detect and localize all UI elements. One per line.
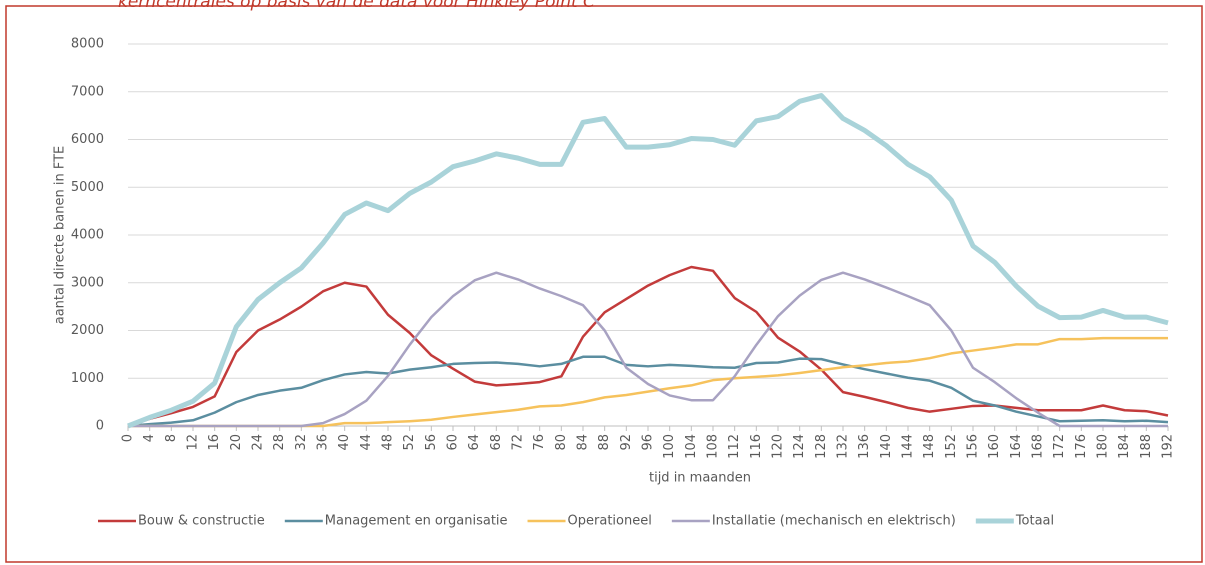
y-tick-label: 8000 (71, 37, 104, 52)
y-tick-label: 7000 (71, 84, 104, 99)
x-tick-label: 80 (554, 434, 569, 451)
y-tick-label: 6000 (71, 132, 104, 147)
x-tick-label: 132 (836, 434, 851, 459)
x-tick-label: 60 (446, 434, 461, 451)
x-tick-label: 64 (467, 434, 482, 451)
x-tick-label: 104 (684, 434, 699, 459)
x-tick-label: 92 (619, 434, 634, 451)
x-tick-label: 96 (641, 434, 656, 451)
x-tick-label: 156 (966, 434, 981, 459)
x-tick-label: 120 (771, 434, 786, 459)
x-tick-label: 128 (814, 434, 829, 459)
y-tick-label: 0 (96, 419, 104, 434)
x-tick-label: 172 (1052, 434, 1067, 459)
x-tick-label: 168 (1031, 434, 1046, 459)
x-tick-label: 148 (922, 434, 937, 459)
x-tick-label: 4 (142, 434, 157, 442)
x-tick-label: 136 (857, 434, 872, 459)
x-tick-label: 176 (1074, 434, 1089, 459)
x-tick-label: 88 (597, 434, 612, 451)
x-tick-label: 152 (944, 434, 959, 459)
series-line (128, 271, 1168, 428)
legend-label: Operationeel (568, 514, 652, 529)
x-tick-label: 108 (706, 434, 721, 459)
frame (5, 5, 1203, 563)
x-tick-label: 76 (532, 434, 547, 451)
x-tick-label: 16 (207, 434, 222, 451)
legend-label: Bouw & constructie (138, 514, 265, 529)
y-axis-label: aantal directe banen in FTE (53, 146, 68, 325)
y-tick-label: 3000 (71, 275, 104, 290)
y-tick-label: 5000 (71, 180, 104, 195)
x-tick-label: 48 (381, 434, 396, 451)
x-tick-label: 68 (489, 434, 504, 451)
series-line (127, 355, 1169, 428)
series-line (127, 93, 1169, 429)
x-tick-label: 52 (402, 434, 417, 451)
x-tick-label: 192 (1161, 434, 1176, 459)
x-tick-label: 116 (749, 434, 764, 459)
x-tick-label: 140 (879, 434, 894, 459)
x-tick-label: 28 (272, 434, 287, 451)
x-tick-label: 44 (359, 434, 374, 451)
x-tick-label: 32 (294, 434, 309, 451)
series-line (127, 265, 1169, 428)
x-tick-label: 40 (337, 434, 352, 451)
x-tick-label: 0 (121, 434, 136, 442)
y-tick-label: 2000 (71, 323, 104, 338)
x-tick-label: 188 (1139, 434, 1154, 459)
x-tick-label: 56 (424, 434, 439, 451)
y-tick-label: 1000 (71, 371, 104, 386)
legend-label: Totaal (1015, 514, 1054, 529)
x-tick-label: 144 (901, 434, 916, 459)
x-tick-label: 100 (662, 434, 677, 459)
legend-label: Management en organisatie (325, 514, 508, 529)
x-axis-label: tijd in maanden (649, 471, 751, 486)
x-tick-label: 160 (987, 434, 1002, 459)
x-tick-label: 124 (792, 434, 807, 459)
legend-label: Installatie (mechanisch en elektrisch) (712, 514, 956, 529)
y-tick-label: 4000 (71, 228, 104, 243)
x-tick-label: 180 (1096, 434, 1111, 459)
x-tick-label: 24 (251, 434, 266, 451)
x-tick-label: 12 (186, 434, 201, 451)
x-tick-label: 112 (727, 434, 742, 459)
x-tick-label: 36 (316, 434, 331, 451)
x-tick-label: 20 (229, 434, 244, 451)
series-line (128, 336, 1168, 428)
x-tick-label: 8 (164, 434, 179, 442)
x-tick-label: 184 (1117, 434, 1132, 459)
chart-title: kerncentrales op basis van de data voor … (118, 0, 595, 12)
x-tick-label: 84 (576, 434, 591, 451)
x-tick-label: 72 (511, 434, 526, 451)
x-tick-label: 164 (1009, 434, 1024, 459)
